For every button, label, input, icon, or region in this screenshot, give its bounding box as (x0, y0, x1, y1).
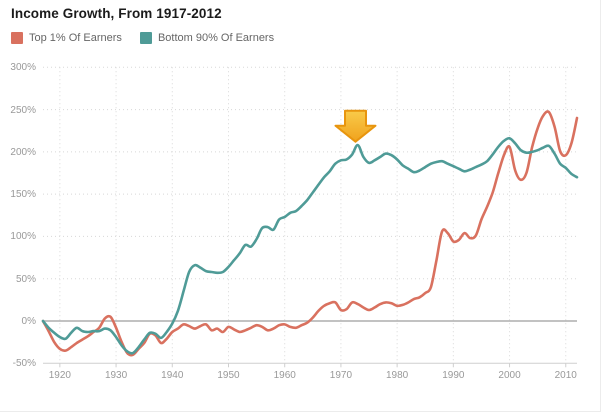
y-axis-tick-label: 150% (10, 189, 36, 201)
legend-label-bottom-90-percent: Bottom 90% Of Earners (157, 32, 275, 44)
legend-swatch-bottom-90-percent-icon (139, 32, 152, 44)
y-axis-tick-label: 0% (21, 316, 36, 327)
series-line-bottom-90-percent (41, 136, 579, 355)
y-axis-tick-label: -50% (12, 358, 36, 370)
series-line-top-1-percent (41, 110, 579, 357)
x-axis-tick-label: 1920 (48, 370, 71, 382)
down-arrow-annotation-icon (334, 109, 377, 143)
y-axis-tick-label: 300% (10, 62, 36, 74)
y-axis-tick-label: 100% (10, 231, 36, 243)
y-axis-tick-label: 250% (10, 104, 36, 116)
x-axis-tick-label: 1960 (273, 370, 296, 382)
legend-swatch-top-1-percent-icon (11, 32, 23, 44)
x-axis-tick-label: 1990 (442, 370, 465, 382)
x-axis-tick-label: 1970 (329, 370, 353, 382)
horizontal-gridlines (43, 66, 577, 280)
chart-title: Income Growth, From 1917-2012 (11, 6, 222, 21)
x-axis-tick-marks (59, 363, 567, 368)
x-axis-tick-label: 1950 (217, 370, 240, 382)
legend-item-top-1-percent: Top 1% Of Earners (11, 32, 122, 44)
x-axis-tick-label: 1930 (104, 370, 128, 382)
x-axis-tick-label: 1940 (161, 370, 184, 382)
x-axis-tick-label: 2010 (554, 370, 577, 382)
x-axis-tick-label: 2000 (498, 370, 521, 382)
y-axis-tick-label: 200% (10, 146, 36, 158)
y-axis-tick-label: 50% (15, 273, 36, 285)
legend: Top 1% Of Earners Bottom 90% Of Earners (11, 32, 274, 44)
x-axis-tick-label: 1980 (386, 370, 409, 382)
legend-label-top-1-percent: Top 1% Of Earners (29, 32, 122, 44)
series-lines (41, 110, 579, 357)
legend-item-bottom-90-percent: Bottom 90% Of Earners (139, 32, 275, 44)
